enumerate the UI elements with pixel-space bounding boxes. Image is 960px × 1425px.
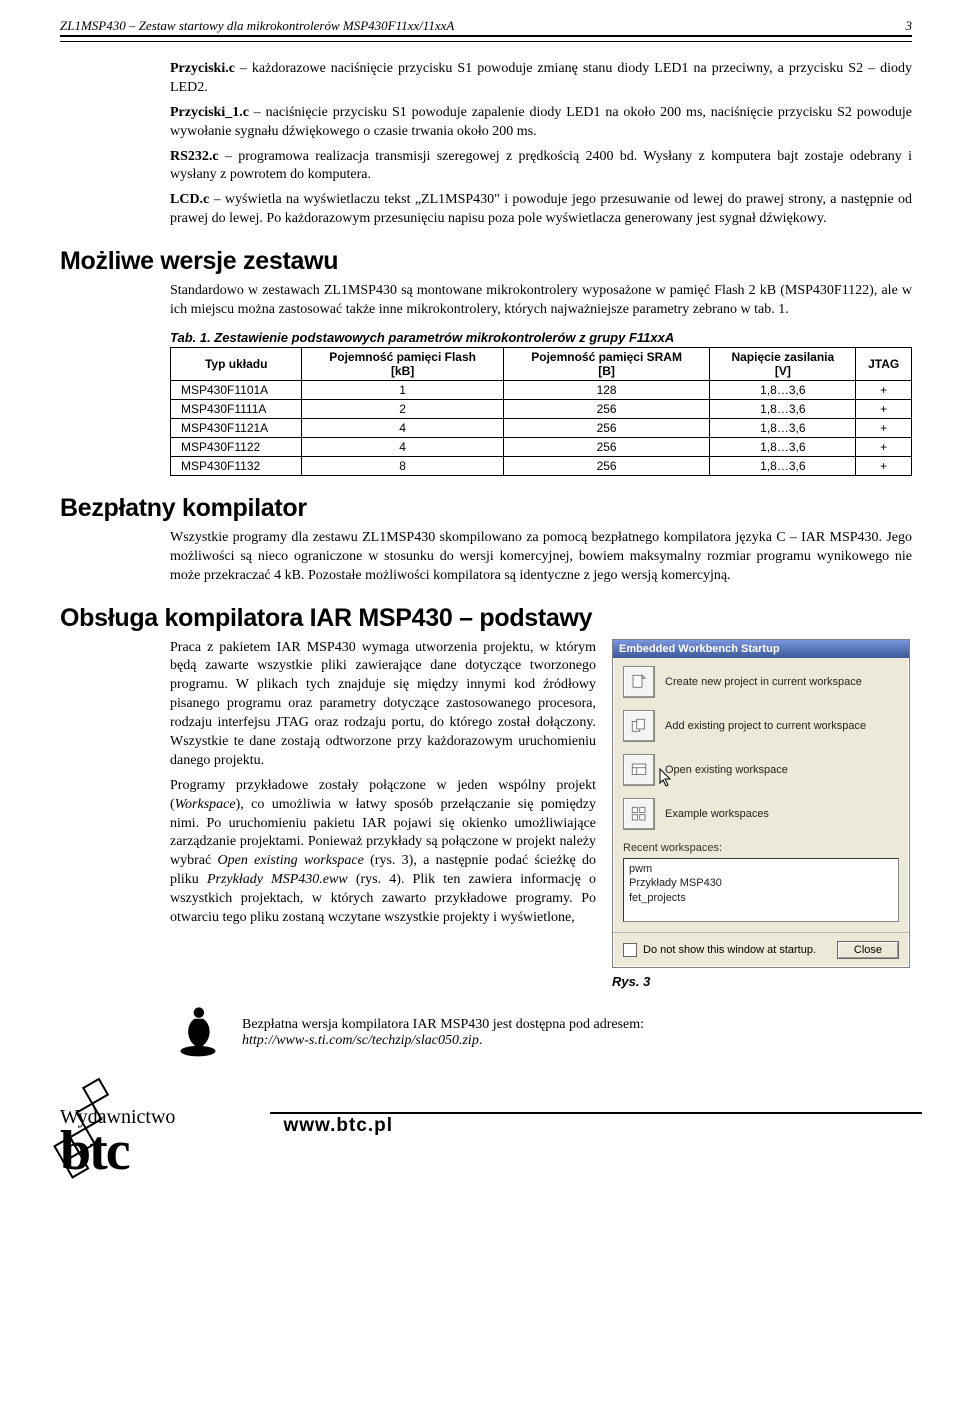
- open-workspace-icon: [623, 754, 655, 786]
- startup-dialog: Embedded Workbench Startup Create new pr…: [612, 639, 910, 968]
- add-project-icon: [623, 710, 655, 742]
- recent-label: Recent workspaces:: [623, 842, 899, 854]
- table-row: MSP430F1111A22561,8…3,6+: [171, 399, 912, 418]
- heading-compiler: Bezpłatny kompilator: [60, 494, 912, 523]
- table-row: MSP430F1121A42561,8…3,6+: [171, 418, 912, 437]
- info-url: http://www-s.ti.com/sc/techzip/slac050.z…: [242, 1033, 644, 1049]
- info-box: Bezpłatna wersja kompilatora IAR MSP430 …: [170, 1003, 912, 1064]
- table-header: Typ układu: [171, 347, 302, 380]
- recent-item[interactable]: fet_projects: [629, 891, 893, 906]
- close-button[interactable]: Close: [837, 941, 899, 959]
- running-title: ZL1MSP430 – Zestaw startowy dla mikrokon…: [60, 18, 454, 34]
- dialog-opt-examples[interactable]: Example workspaces: [623, 798, 899, 830]
- para-przyciski1: Przyciski_1.c – naciśnięcie przycisku S1…: [170, 104, 912, 142]
- heading-versions: Możliwe wersje zestawu: [60, 247, 912, 276]
- recent-item[interactable]: pwm: [629, 862, 893, 877]
- recent-listbox[interactable]: pwmPrzykłady MSP430fet_projects: [623, 858, 899, 922]
- para-compiler: Wszystkie programy dla zestawu ZL1MSP430…: [170, 529, 912, 586]
- table-row: MSP430F113282561,8…3,6+: [171, 456, 912, 475]
- table-header: JTAG: [856, 347, 912, 380]
- dialog-titlebar: Embedded Workbench Startup: [613, 640, 909, 658]
- table-header: Pojemność pamięci SRAM[B]: [503, 347, 710, 380]
- info-icon: [170, 1003, 226, 1064]
- header-rule: [60, 41, 912, 42]
- info-line1: Bezpłatna wersja kompilatora IAR MSP430 …: [242, 1017, 644, 1033]
- running-head: ZL1MSP430 – Zestaw startowy dla mikrokon…: [60, 18, 912, 37]
- footer-rule: [270, 1112, 922, 1114]
- dialog-opt-open[interactable]: Open existing workspace: [623, 754, 899, 786]
- para-lcd: LCD.c – wyświetla na wyświetlaczu tekst …: [170, 191, 912, 229]
- table-caption: Tab. 1. Zestawienie podstawowych paramet…: [170, 330, 912, 345]
- para-versions: Standardowo w zestawach ZL1MSP430 są mon…: [170, 282, 912, 320]
- new-project-icon: [623, 666, 655, 698]
- footer-url: www.btc.pl: [283, 1115, 393, 1137]
- footer: Wydawnictwo btc www.btc.pl: [60, 1078, 912, 1174]
- dialog-opt-new[interactable]: Create new project in current workspace: [623, 666, 899, 698]
- para-iar-2: Programy przykładowe zostały połączone w…: [170, 777, 596, 928]
- dont-show-checkbox[interactable]: Do not show this window at startup.: [623, 943, 816, 957]
- mcu-table: Typ układuPojemność pamięci Flash[kB]Poj…: [170, 347, 912, 476]
- para-przyciski: Przyciski.c – każdorazowe naciśnięcie pr…: [170, 60, 912, 98]
- footer-ornament-icon: [30, 1034, 140, 1184]
- heading-iar: Obsługa kompilatora IAR MSP430 – podstaw…: [60, 604, 912, 633]
- para-rs232: RS232.c – programowa realizacja transmis…: [170, 148, 912, 186]
- page-number: 3: [906, 18, 913, 34]
- dialog-opt-add[interactable]: Add existing project to current workspac…: [623, 710, 899, 742]
- recent-item[interactable]: Przykłady MSP430: [629, 876, 893, 891]
- table-header: Napięcie zasilania[V]: [710, 347, 856, 380]
- para-iar-1: Praca z pakietem IAR MSP430 wymaga utwor…: [170, 639, 596, 771]
- figure-caption: Rys. 3: [612, 974, 912, 989]
- table-header: Pojemność pamięci Flash[kB]: [302, 347, 503, 380]
- table-row: MSP430F1101A11281,8…3,6+: [171, 380, 912, 399]
- table-row: MSP430F112242561,8…3,6+: [171, 437, 912, 456]
- examples-icon: [623, 798, 655, 830]
